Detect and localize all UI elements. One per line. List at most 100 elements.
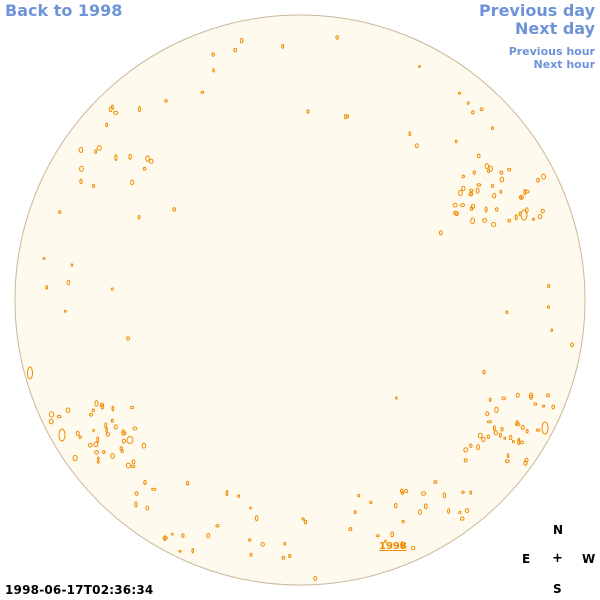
contour-speck bbox=[137, 215, 141, 220]
contour-speck bbox=[400, 541, 405, 548]
contour-speck bbox=[121, 429, 125, 436]
contour-speck bbox=[134, 501, 138, 508]
contour-speck bbox=[130, 464, 136, 469]
contour-speck bbox=[128, 153, 132, 160]
contour-speck bbox=[536, 177, 540, 183]
contour-speck bbox=[343, 114, 348, 120]
next-hour-link[interactable]: Next hour bbox=[533, 58, 596, 71]
contour-speck bbox=[79, 178, 83, 185]
contour-speck bbox=[301, 517, 305, 521]
contour-speck bbox=[452, 202, 458, 208]
contour-speck bbox=[533, 402, 538, 406]
contour-speck bbox=[420, 491, 427, 496]
contour-speck bbox=[404, 488, 409, 494]
contour-speck bbox=[92, 183, 96, 188]
contour-speck bbox=[94, 400, 99, 407]
contour-speck bbox=[481, 436, 486, 443]
contour-speck bbox=[501, 396, 507, 401]
contour-speck bbox=[42, 257, 46, 260]
contour-speck bbox=[100, 404, 105, 410]
contour-speck bbox=[70, 263, 74, 267]
contour-speck bbox=[475, 187, 480, 194]
contour-speck bbox=[447, 508, 451, 514]
contour-speck bbox=[458, 189, 463, 197]
contour-speck bbox=[461, 174, 466, 179]
contour-speck bbox=[537, 214, 543, 220]
contour-speck bbox=[442, 492, 447, 499]
contour-speck bbox=[75, 430, 80, 436]
contour-speck bbox=[466, 101, 470, 105]
compass-west-label: W bbox=[582, 552, 596, 566]
contour-speck bbox=[335, 35, 340, 40]
contour-speck bbox=[463, 458, 468, 463]
contour-speck bbox=[384, 539, 387, 543]
contour-speck bbox=[469, 188, 474, 193]
contour-speck bbox=[505, 310, 509, 315]
previous-hour-link[interactable]: Previous hour bbox=[508, 45, 595, 58]
contour-speck bbox=[459, 516, 465, 521]
contour-speck bbox=[519, 194, 523, 200]
contour-speck bbox=[237, 494, 241, 498]
contour-speck bbox=[145, 505, 150, 511]
contour-speck bbox=[185, 480, 190, 486]
next-day-link[interactable]: Next day bbox=[515, 19, 595, 38]
contour-speck bbox=[454, 139, 458, 144]
contour-speck bbox=[130, 405, 135, 410]
contour-speck bbox=[424, 503, 428, 510]
contour-speck bbox=[45, 285, 48, 290]
contour-speck bbox=[541, 404, 546, 408]
contour-speck bbox=[104, 422, 108, 429]
contour-speck bbox=[215, 524, 220, 528]
contour-speck bbox=[532, 217, 535, 221]
contour-speck bbox=[79, 165, 84, 172]
year-1998-link[interactable]: 1998 bbox=[379, 541, 407, 552]
contour-speck bbox=[506, 453, 510, 459]
contour-speck bbox=[493, 430, 498, 436]
contour-speck bbox=[471, 110, 475, 115]
contour-speck bbox=[499, 176, 505, 183]
contour-speck bbox=[470, 203, 476, 209]
contour-speck bbox=[306, 109, 310, 114]
contour-speck bbox=[89, 412, 94, 417]
contour-speck bbox=[494, 207, 499, 212]
contour-speck bbox=[468, 192, 474, 197]
contour-speck bbox=[535, 428, 541, 432]
contour-speck bbox=[525, 429, 529, 434]
contour-speck bbox=[288, 553, 292, 559]
contour-speck bbox=[477, 432, 483, 439]
contour-speck bbox=[504, 459, 510, 464]
contour-speck bbox=[148, 158, 154, 164]
contour-speck bbox=[401, 519, 405, 524]
compass-south-label: S bbox=[553, 582, 562, 596]
contour-speck bbox=[130, 179, 135, 186]
contour-speck bbox=[93, 441, 99, 448]
contour-speck bbox=[131, 459, 136, 465]
contour-speck bbox=[78, 146, 84, 153]
contour-speck bbox=[459, 203, 466, 208]
previous-day-link[interactable]: Previous day bbox=[478, 1, 595, 20]
contour-speck bbox=[524, 189, 530, 194]
contour-speck bbox=[110, 453, 115, 459]
back-to-year-link[interactable]: Back to 1998 bbox=[5, 1, 123, 20]
contour-speck bbox=[255, 515, 259, 522]
contour-speck bbox=[132, 426, 138, 431]
contour-speck bbox=[523, 460, 528, 466]
contour-speck bbox=[181, 533, 185, 538]
contour-speck bbox=[212, 68, 215, 73]
contour-speck bbox=[550, 328, 554, 332]
contour-speck bbox=[348, 527, 353, 532]
contour-speck bbox=[125, 462, 131, 469]
contour-speck bbox=[142, 166, 147, 171]
contour-speck bbox=[494, 406, 499, 413]
contour-speck bbox=[48, 411, 55, 418]
contour-speck bbox=[507, 218, 512, 223]
contour-speck bbox=[99, 402, 105, 407]
contour-speck bbox=[546, 305, 550, 309]
contour-speck bbox=[126, 336, 131, 341]
contour-speck bbox=[492, 192, 497, 199]
contour-speck bbox=[303, 519, 308, 525]
contour-speck bbox=[233, 48, 238, 53]
contour-speck bbox=[178, 549, 182, 553]
contour-speck bbox=[408, 131, 412, 137]
